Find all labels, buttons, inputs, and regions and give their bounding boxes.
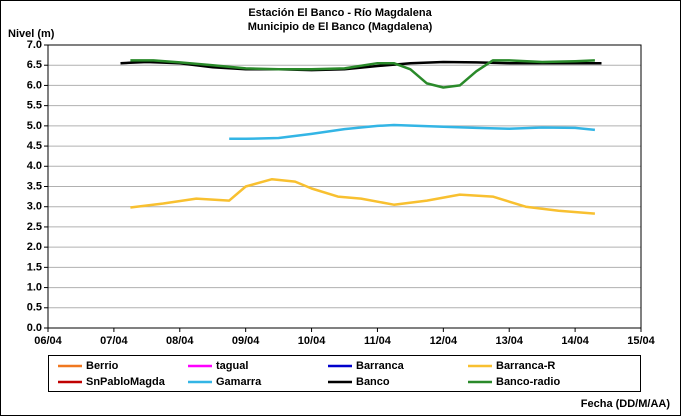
y-tick-label: 4.5 bbox=[27, 140, 42, 152]
y-tick-label: 5.5 bbox=[27, 100, 42, 112]
x-tick-label: 07/04 bbox=[100, 335, 128, 347]
legend-label: Barranca-R bbox=[496, 360, 555, 372]
x-tick-label: 08/04 bbox=[166, 335, 194, 347]
y-tick-label: 3.0 bbox=[27, 201, 42, 213]
legend-label: SnPabloMagda bbox=[86, 376, 166, 388]
x-axis-label: Fecha (DD/M/AA) bbox=[581, 398, 671, 410]
y-tick-label: 3.5 bbox=[27, 180, 42, 192]
legend-label: Gamarra bbox=[216, 376, 262, 388]
legend-label: Banco bbox=[356, 376, 390, 388]
y-axis-label: Nivel (m) bbox=[8, 28, 55, 40]
y-tick-label: 7.0 bbox=[27, 39, 42, 51]
legend-label: Barranca bbox=[356, 360, 405, 372]
chart-title: Estación El Banco - Río Magdalena bbox=[248, 7, 432, 19]
y-tick-label: 0.5 bbox=[27, 302, 42, 314]
x-tick-label: 06/04 bbox=[34, 335, 62, 347]
legend-label: tagual bbox=[216, 360, 248, 372]
y-tick-label: 2.5 bbox=[27, 221, 42, 233]
y-tick-label: 5.0 bbox=[27, 120, 42, 132]
x-tick-label: 10/04 bbox=[298, 335, 326, 347]
y-tick-label: 4.0 bbox=[27, 160, 42, 172]
plot-border bbox=[47, 44, 642, 329]
x-tick-label: 11/04 bbox=[364, 335, 392, 347]
y-tick-label: 1.5 bbox=[27, 261, 42, 273]
y-tick-label: 6.5 bbox=[27, 59, 42, 71]
series-line bbox=[130, 59, 595, 89]
y-tick-label: 6.0 bbox=[27, 79, 42, 91]
x-tick-label: 14/04 bbox=[561, 335, 589, 347]
y-tick-label: 1.0 bbox=[27, 281, 42, 293]
series-line bbox=[130, 177, 595, 215]
legend-label: Berrio bbox=[86, 360, 119, 372]
series-line bbox=[120, 60, 602, 72]
y-tick-label: 2.0 bbox=[27, 241, 42, 253]
series-line bbox=[229, 123, 596, 141]
x-tick-label: 13/04 bbox=[495, 335, 523, 347]
legend-box bbox=[48, 355, 641, 392]
x-tick-label: 09/04 bbox=[232, 335, 260, 347]
legend-label: Banco-radio bbox=[496, 376, 560, 388]
chart-subtitle: Municipio de El Banco (Magdalena) bbox=[248, 21, 433, 33]
y-tick-label: 0.0 bbox=[27, 322, 42, 334]
x-tick-label: 15/04 bbox=[627, 335, 655, 347]
x-tick-label: 12/04 bbox=[430, 335, 458, 347]
